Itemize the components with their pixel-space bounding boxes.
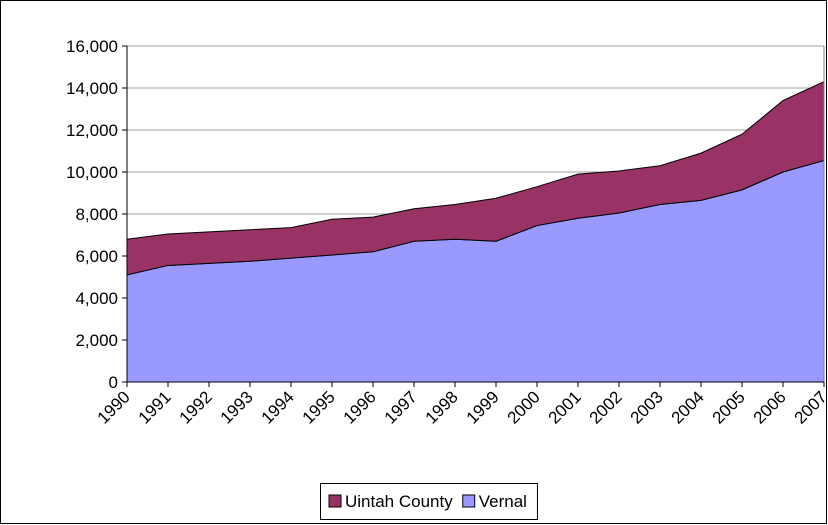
y-tick-label: 14,000 [66,79,118,98]
y-tick-label: 16,000 [66,37,118,56]
legend-label: Vernal [479,492,527,511]
legend: Uintah County Vernal [320,483,538,520]
y-tick-label: 2,000 [75,331,118,350]
legend-label: Uintah County [345,492,453,511]
y-tick-label: 10,000 [66,163,118,182]
y-tick-label: 12,000 [66,121,118,140]
legend-swatch [328,494,342,508]
y-tick-label: 8,000 [75,205,118,224]
legend-swatch [462,494,476,508]
y-tick-label: 6,000 [75,247,118,266]
y-tick-label: 4,000 [75,289,118,308]
legend-box [320,483,538,520]
y-tick-label: 0 [109,373,118,392]
